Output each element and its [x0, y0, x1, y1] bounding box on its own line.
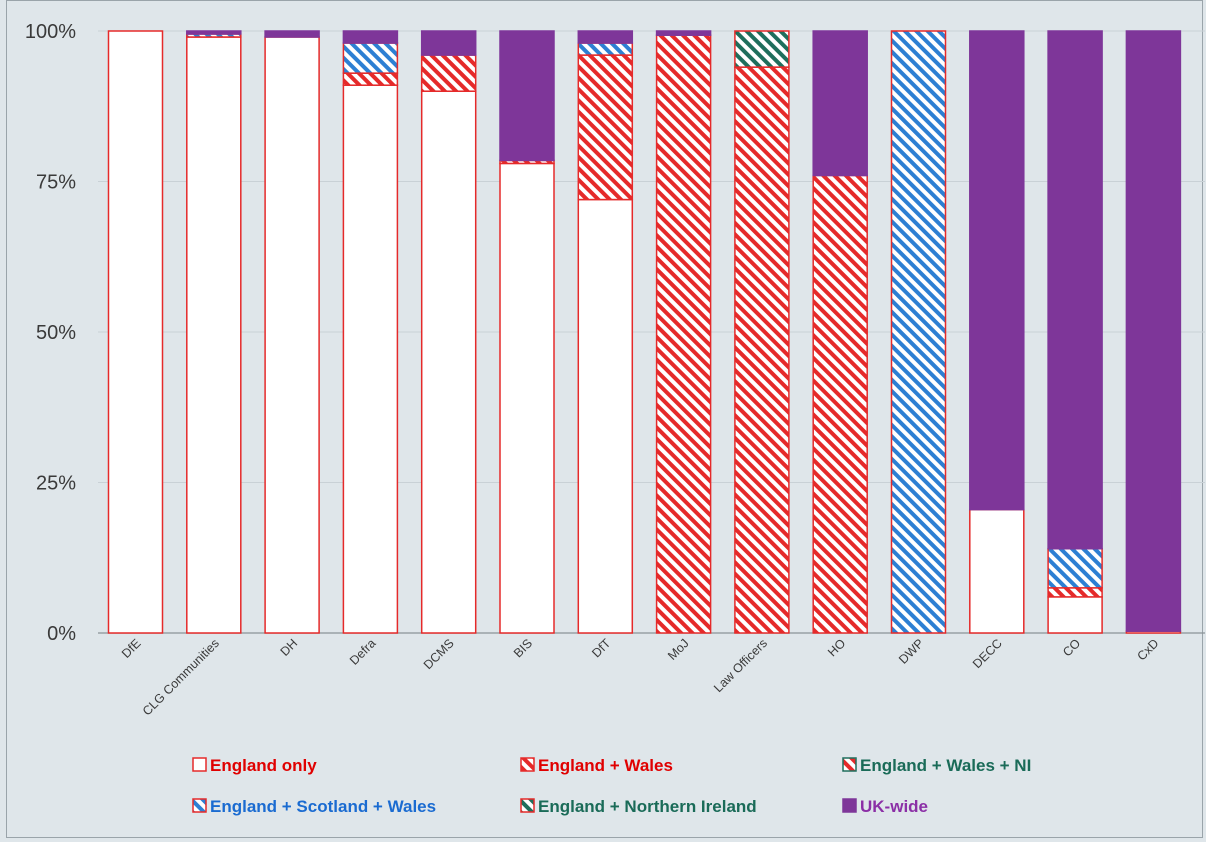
bar-segment — [1047, 596, 1103, 634]
y-tick-label: 75% — [36, 172, 76, 194]
bar-stack — [969, 30, 1025, 634]
legend-item: England + Wales + NI — [842, 756, 1031, 775]
bar-stack — [107, 30, 164, 634]
x-tick-label: DWP — [896, 636, 927, 667]
x-tick-label: HO — [825, 636, 848, 659]
x-tick-label: CxD — [1134, 636, 1161, 663]
x-tick-label: DfT — [589, 636, 613, 660]
bar-segment — [577, 42, 634, 56]
bar-segment — [264, 30, 320, 38]
bar-segment — [969, 508, 1025, 634]
bar-segment — [186, 36, 242, 634]
bar-segment — [342, 84, 399, 634]
bar-stack — [1125, 30, 1182, 634]
bar-stack — [1047, 30, 1103, 634]
bar-segment — [1047, 547, 1103, 589]
bar-segment — [499, 162, 555, 634]
legend-item: England + Scotland + Wales — [192, 797, 436, 816]
bar-stack — [420, 30, 477, 634]
x-tick-label: BIS — [511, 636, 535, 660]
x-tick-label: DfE — [119, 636, 144, 661]
bar-segment — [890, 30, 947, 634]
legend-swatch — [192, 798, 207, 813]
bar-stack — [499, 30, 555, 634]
bar-segment — [420, 30, 477, 56]
y-axis-ticks: 0% 25% 50% 75% 100% — [25, 21, 76, 645]
legend-swatch — [842, 798, 857, 813]
bar-segment — [342, 30, 399, 44]
x-tick-label: CLG Communities — [140, 636, 222, 718]
bar-segment — [342, 42, 399, 74]
legend-item: England + Wales — [520, 756, 673, 775]
bar-segment — [420, 54, 477, 92]
legend: England only England + Wales England + Wal… — [192, 756, 1031, 816]
gridlines — [98, 30, 1205, 634]
x-tick-label: Law Officers — [711, 636, 770, 695]
bar-stack — [186, 30, 242, 634]
bar-segment — [420, 90, 477, 634]
bar-segment — [577, 30, 634, 44]
bar-stack — [812, 30, 868, 634]
legend-swatch — [520, 798, 535, 813]
legend-label: England + Scotland + Wales — [210, 797, 436, 816]
legend-label: England only — [210, 756, 317, 775]
legend-item: England + Northern Ireland — [520, 797, 757, 816]
bar-segment — [186, 30, 242, 35]
bar-segment — [812, 30, 868, 177]
bar-stack — [264, 30, 320, 634]
x-tick-label: DCMS — [421, 636, 457, 672]
legend-swatch — [842, 757, 857, 772]
x-tick-label: Defra — [347, 636, 379, 668]
bar-segment — [1047, 30, 1103, 550]
bar-segment — [342, 72, 399, 86]
y-tick-label: 0% — [47, 623, 76, 645]
y-tick-label: 50% — [36, 322, 76, 344]
bar-segment — [577, 54, 634, 201]
legend-item: UK-wide — [842, 797, 928, 816]
legend-label: UK-wide — [860, 797, 928, 816]
bar-segment — [734, 30, 790, 68]
y-tick-label: 25% — [36, 473, 76, 495]
bar-segment — [577, 198, 634, 634]
bar-stack — [890, 30, 947, 634]
legend-label: England + Wales + NI — [860, 756, 1031, 775]
legend-item: England only — [192, 756, 317, 775]
legend-label: England + Northern Ireland — [538, 797, 757, 816]
bar-stack — [655, 30, 712, 634]
x-tick-label: MoJ — [665, 636, 692, 663]
x-tick-label: CO — [1060, 636, 1083, 659]
legend-swatch — [520, 757, 535, 772]
bar-segment — [969, 30, 1025, 511]
bar-segment — [734, 66, 790, 634]
bar-segment — [264, 36, 320, 634]
bar-segment — [812, 174, 868, 634]
chart-frame — [6, 0, 1203, 838]
bar-segment — [499, 30, 555, 162]
bar-segment — [107, 30, 164, 634]
bar-stack — [734, 30, 790, 634]
legend-label: England + Wales — [538, 756, 673, 775]
x-tick-label: DECC — [970, 636, 1005, 671]
legend-swatch — [192, 757, 207, 772]
y-tick-label: 100% — [25, 21, 76, 43]
bar-segment — [1047, 587, 1103, 598]
bar-stack — [342, 30, 399, 634]
bars — [107, 30, 1182, 634]
bar-segment — [1125, 30, 1182, 632]
bar-segment — [655, 34, 712, 634]
bar-stack — [577, 30, 634, 634]
bar-segment — [655, 30, 712, 36]
x-tick-label: DH — [278, 636, 301, 659]
